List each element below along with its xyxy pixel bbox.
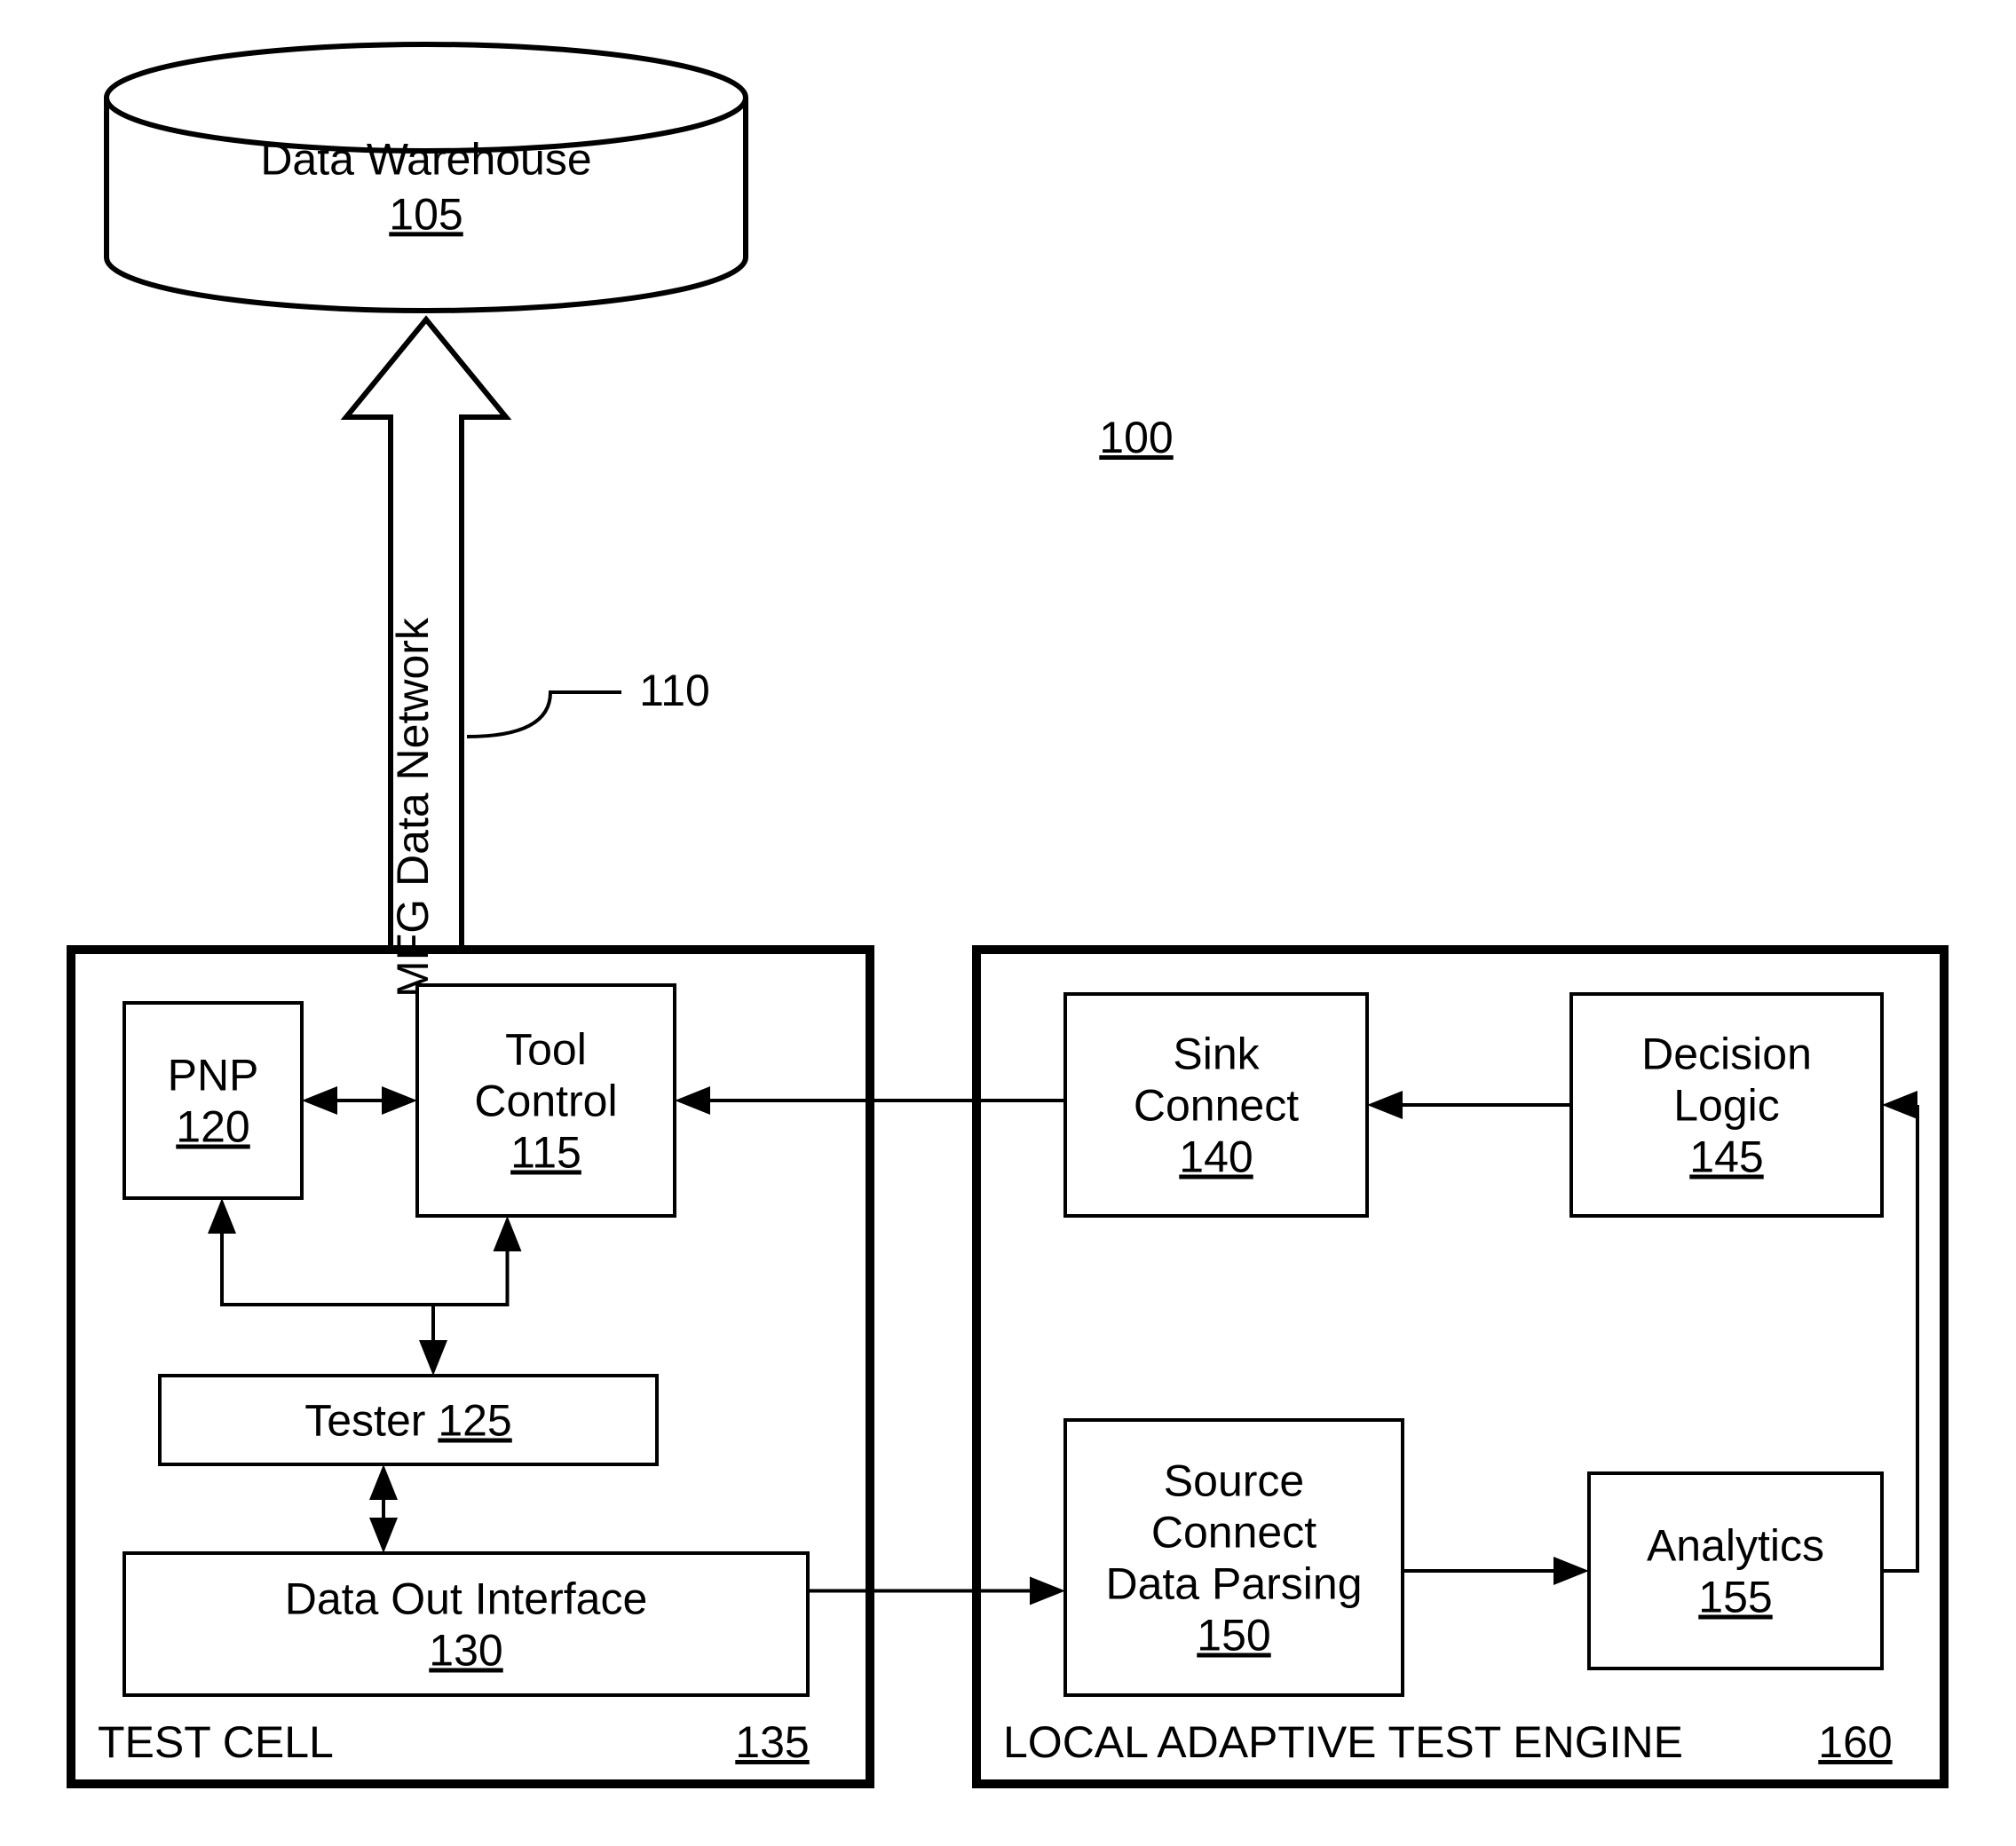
node-decision-ref: 145 — [1689, 1132, 1763, 1182]
arrowhead — [1030, 1577, 1065, 1605]
node-source-label-2: Data Parsing — [1105, 1559, 1362, 1609]
node-decision-label-0: Decision — [1641, 1030, 1812, 1079]
node-analytics-label-0: Analytics — [1647, 1521, 1824, 1571]
container-test-cell-label: TEST CELL — [98, 1717, 334, 1767]
diagram-canvas: Data Warehouse105 MFG Data Network 110 100 T… — [0, 0, 2016, 1846]
container-test-cell-ref: 135 — [735, 1717, 809, 1767]
figure-ref: 100 — [1099, 413, 1173, 462]
arrowhead — [494, 1216, 522, 1251]
arrowhead — [1367, 1091, 1403, 1119]
node-sink-label-0: Sink — [1173, 1030, 1260, 1079]
node-pnp — [124, 1003, 302, 1198]
edge — [222, 1234, 508, 1305]
cylinder-label: Data Warehouse — [260, 134, 591, 184]
mfg-arrow-label: MFG Data Network — [388, 617, 438, 998]
node-toolctl-ref: 115 — [510, 1128, 581, 1178]
node-sink-label-1: Connect — [1134, 1081, 1299, 1131]
arrowhead — [675, 1086, 710, 1115]
arrowhead — [302, 1086, 337, 1115]
arrowhead — [1882, 1091, 1917, 1119]
mfg-leader-ref: 110 — [639, 666, 710, 715]
node-source-label-1: Connect — [1151, 1508, 1316, 1558]
arrowhead — [382, 1086, 417, 1115]
node-pnp-ref: 120 — [176, 1102, 249, 1152]
arrowhead — [419, 1340, 447, 1376]
node-source-ref: 150 — [1197, 1611, 1270, 1661]
node-analytics — [1589, 1473, 1882, 1668]
arrowhead — [369, 1464, 398, 1500]
node-dataout-label-0: Data Out Interface — [285, 1574, 648, 1624]
node-dataout-ref: 130 — [429, 1626, 502, 1676]
node-pnp-label-0: PNP — [168, 1051, 259, 1100]
node-analytics-ref: 155 — [1698, 1573, 1772, 1622]
node-tester-label: Tester 125 — [304, 1396, 512, 1446]
container-late-label: LOCAL ADAPTIVE TEST ENGINE — [1003, 1717, 1683, 1767]
edge — [1882, 1105, 1917, 1571]
node-sink-ref: 140 — [1179, 1132, 1253, 1182]
node-source-label-0: Source — [1164, 1456, 1304, 1506]
arrowhead — [208, 1198, 236, 1234]
cylinder-ref: 105 — [389, 189, 462, 239]
node-toolctl-label-0: Tool — [505, 1025, 587, 1075]
node-decision-label-1: Logic — [1673, 1081, 1780, 1131]
mfg-leader — [467, 692, 621, 737]
container-late-ref: 160 — [1818, 1717, 1892, 1767]
arrowhead — [1554, 1557, 1589, 1585]
arrowhead — [369, 1518, 398, 1553]
node-toolctl-label-1: Control — [474, 1077, 617, 1126]
